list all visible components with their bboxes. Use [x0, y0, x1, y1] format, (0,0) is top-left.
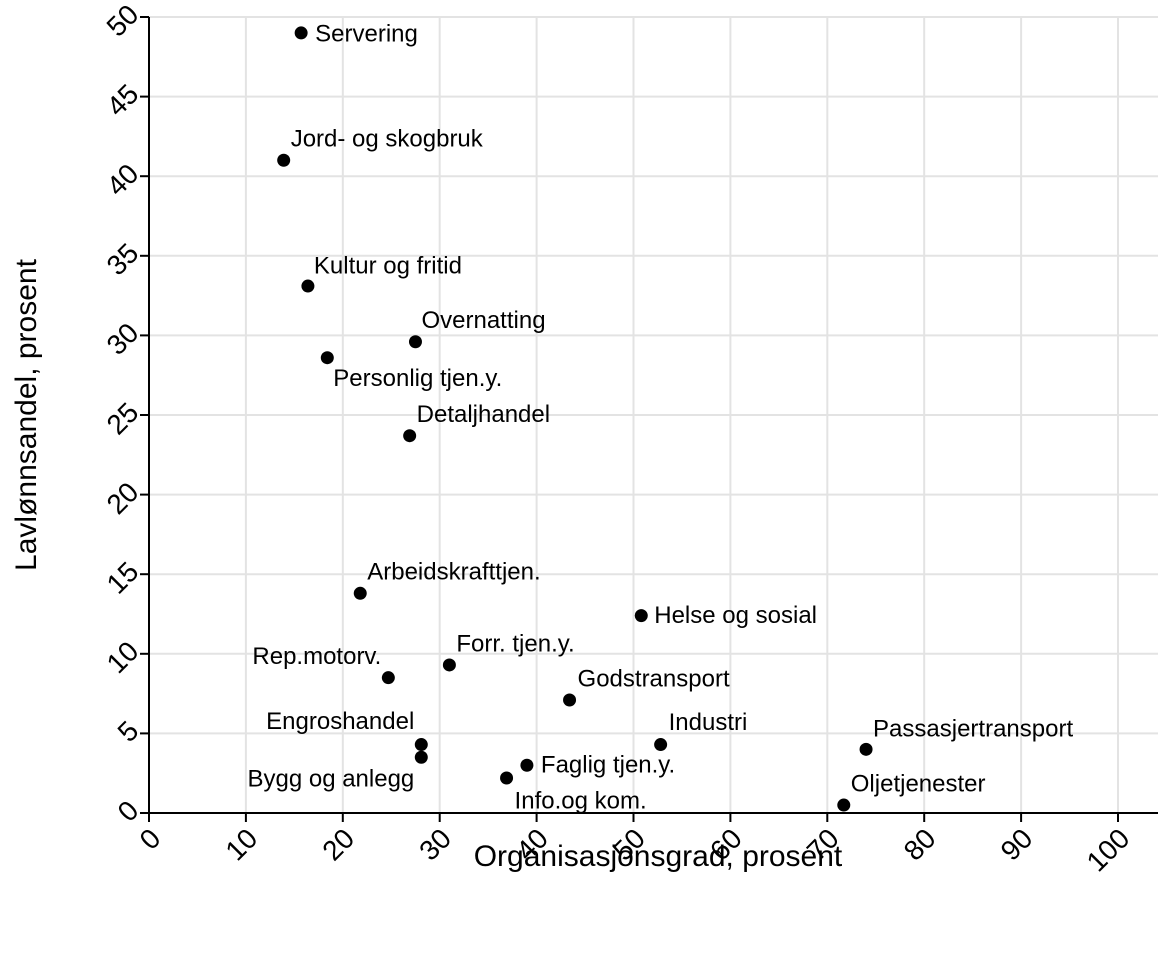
- point-label: Forr. tjen.y.: [456, 630, 574, 657]
- point: [442, 658, 456, 672]
- y-tick-label: 15: [101, 556, 145, 600]
- point-label: Overnatting: [421, 307, 545, 334]
- point: [837, 798, 851, 812]
- x-tick-label: 100: [1081, 823, 1136, 878]
- point-label: Personlig tjen.y.: [333, 365, 502, 392]
- point: [320, 351, 334, 365]
- x-tick-label: 90: [995, 823, 1039, 867]
- x-tick-label: 20: [316, 823, 360, 867]
- point: [414, 750, 428, 764]
- point-label: Info.og kom.: [515, 787, 647, 814]
- point: [403, 429, 417, 443]
- y-tick-label: 45: [101, 78, 145, 122]
- y-tick-label: 10: [101, 635, 145, 679]
- y-tick-label: 5: [112, 715, 145, 748]
- y-tick-label: 0: [112, 795, 145, 828]
- point-label: Faglig tjen.y.: [541, 752, 675, 779]
- point: [500, 771, 514, 785]
- point-label: Jord- og skogbruk: [291, 126, 484, 153]
- x-axis-title: Organisasjonsgrad, prosent: [474, 840, 843, 873]
- y-tick-label: 30: [101, 317, 145, 361]
- point: [654, 738, 668, 752]
- point-label: Oljetjenester: [851, 770, 986, 797]
- point: [414, 738, 428, 752]
- point: [563, 693, 577, 707]
- point: [277, 153, 291, 167]
- point: [381, 671, 395, 685]
- y-tick-label: 35: [101, 237, 145, 281]
- point-label: Industri: [669, 709, 748, 736]
- point: [634, 609, 648, 623]
- point-label: Helse og sosial: [654, 602, 817, 629]
- y-tick-label: 40: [101, 158, 145, 202]
- y-axis-title: Lavlønnsandel, prosent: [10, 258, 43, 571]
- point-label: Servering: [315, 20, 418, 47]
- point-label: Detaljhandel: [417, 401, 550, 428]
- point: [301, 279, 315, 293]
- point-label: Kultur og fritid: [314, 252, 462, 279]
- y-tick-label: 50: [101, 0, 145, 42]
- point-label: Godstransport: [578, 665, 730, 692]
- point-label: Arbeidskrafttjen.: [367, 559, 540, 586]
- y-tick-label: 20: [101, 476, 145, 520]
- point: [859, 742, 873, 756]
- point-label: Engroshandel: [266, 708, 414, 735]
- point-label: Passasjertransport: [873, 716, 1073, 743]
- y-tick-label: 25: [101, 397, 145, 441]
- point: [520, 758, 534, 772]
- point-label: Rep.motorv.: [252, 643, 381, 670]
- point-label: Bygg og anlegg: [247, 766, 414, 793]
- point: [408, 335, 422, 349]
- x-tick-label: 10: [219, 823, 263, 867]
- point: [353, 586, 367, 600]
- x-tick-label: 0: [134, 823, 167, 856]
- x-tick-label: 30: [413, 823, 457, 867]
- point: [294, 26, 308, 40]
- x-tick-label: 80: [898, 823, 942, 867]
